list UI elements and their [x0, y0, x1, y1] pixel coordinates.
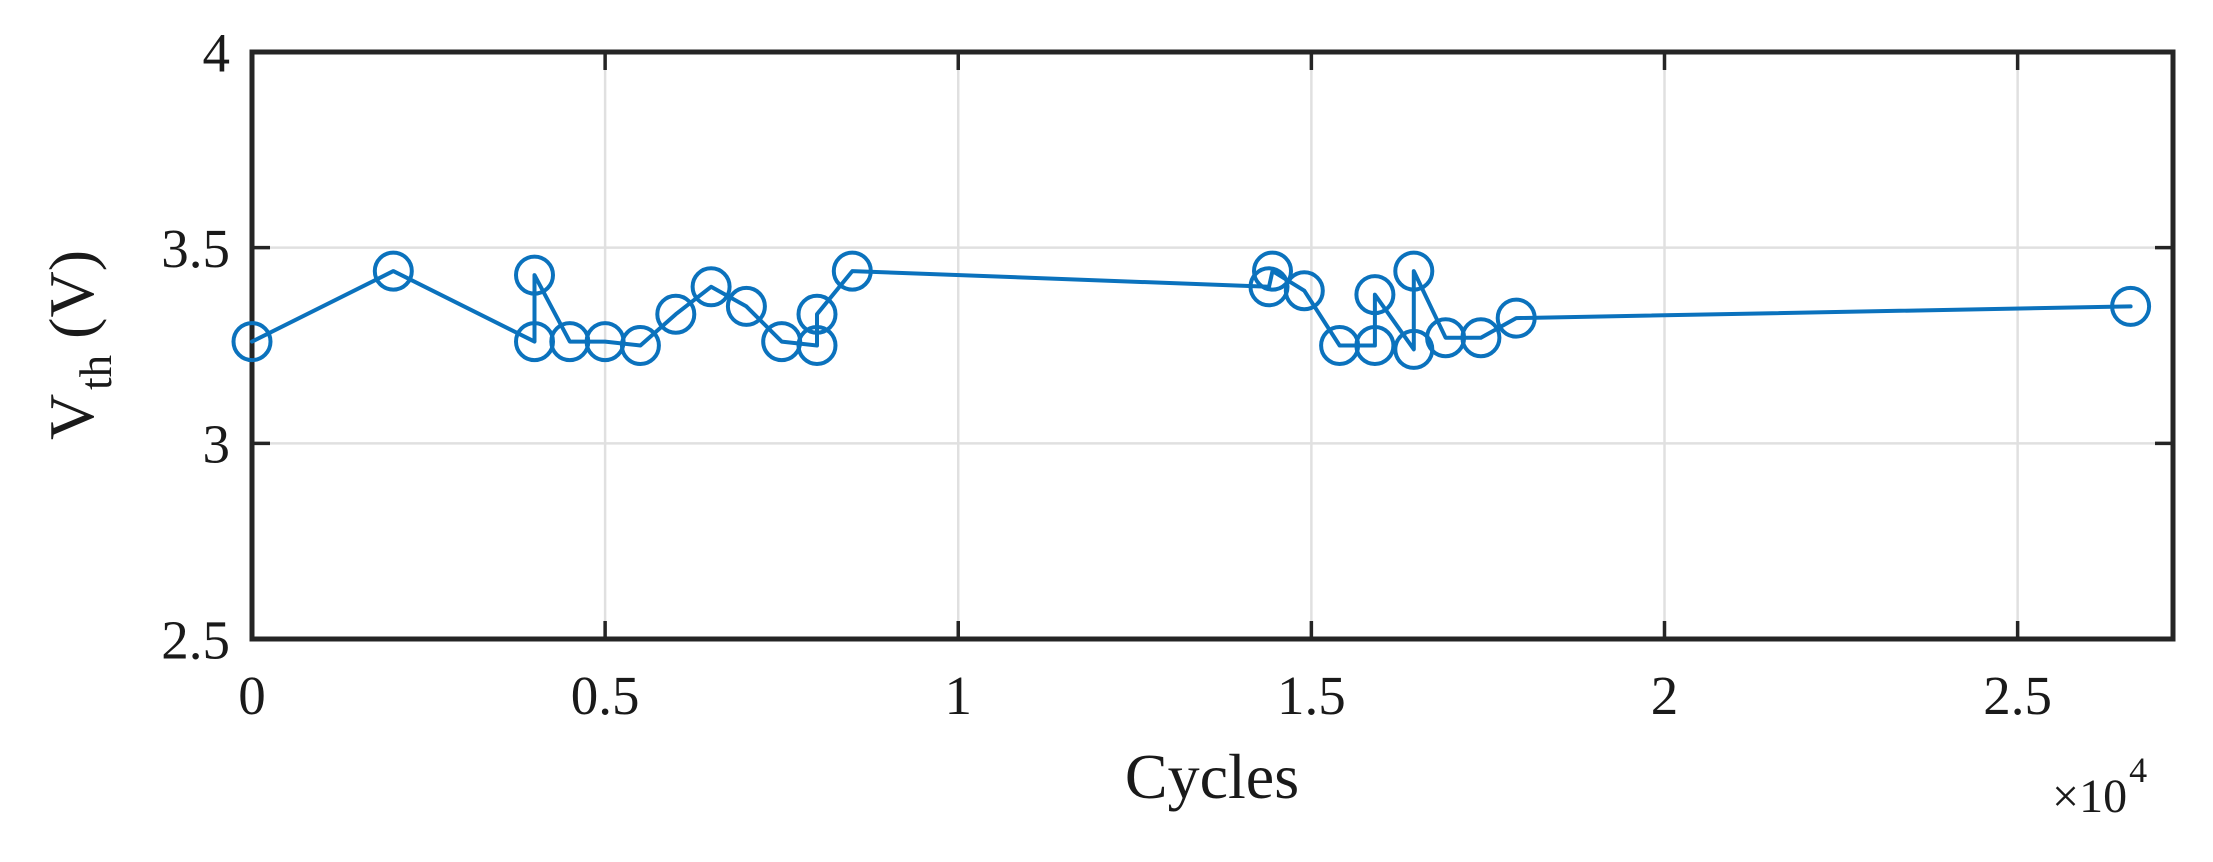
x-tick-labels: 0 0.5 1 1.5 2 2.5	[238, 665, 2052, 726]
data-point-marker	[1252, 250, 1293, 292]
x-tick-label: 1.5	[1277, 665, 1346, 726]
data-point-marker	[372, 250, 414, 292]
data-point-marker	[619, 325, 661, 366]
y-tick-label: 4	[203, 22, 231, 83]
data-point-marker	[1354, 274, 1396, 316]
x-tick-label: 0.5	[571, 665, 640, 726]
y-tick-label: 3.5	[161, 218, 230, 279]
data-point-marker	[514, 254, 555, 296]
x-tick-label: 1	[945, 665, 973, 726]
data-point-marker	[1354, 325, 1396, 366]
data-point-marker	[1283, 270, 1325, 312]
x-tick-label: 2	[1651, 665, 1679, 726]
data-point-marker	[690, 266, 732, 308]
x-axis-exponent: ×104	[2052, 750, 2147, 823]
x-tick-label: 0	[238, 665, 266, 726]
y-tick-label: 2.5	[161, 609, 230, 670]
y-axis-label-sub: th	[71, 355, 121, 390]
data-point-marker	[725, 285, 767, 327]
y-axis-label: Vth (V)	[36, 250, 121, 440]
x-axis-label: Cycles	[1125, 741, 1299, 812]
y-tick-labels: 2.5 3 3.5 4	[161, 22, 230, 670]
data-point-marker	[1393, 250, 1435, 292]
x-axis-exponent-base: ×10	[2052, 770, 2127, 823]
y-axis-label-main: V	[36, 394, 107, 440]
y-tick-label: 3	[203, 414, 231, 475]
series-line	[250, 269, 2133, 352]
x-tick-label: 2.5	[1983, 665, 2052, 726]
data-point-marker	[796, 293, 838, 335]
x-axis-exponent-power: 4	[2129, 750, 2147, 790]
data-point-marker	[655, 293, 697, 335]
plot-border	[249, 49, 2176, 642]
data-series	[231, 250, 2152, 370]
y-axis-label-unit: (V)	[36, 250, 107, 339]
data-point-marker	[2110, 285, 2152, 327]
data-point-marker	[1460, 317, 1502, 359]
data-point-marker	[796, 325, 838, 366]
data-point-marker	[1495, 297, 1537, 339]
data-point-marker	[831, 250, 873, 292]
gridlines	[250, 50, 2173, 641]
data-point-marker	[231, 321, 273, 363]
axis-ticks	[250, 50, 2173, 641]
